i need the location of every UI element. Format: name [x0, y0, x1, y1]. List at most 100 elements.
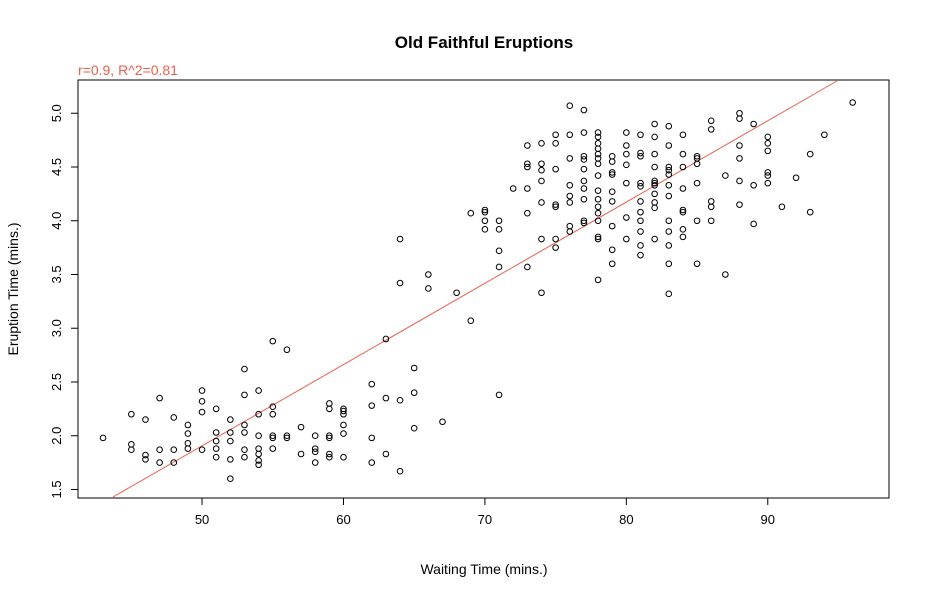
- data-point: [538, 160, 545, 168]
- data-point: [255, 461, 262, 469]
- data-point: [241, 429, 248, 436]
- data-point: [396, 235, 404, 243]
- data-point: [255, 445, 262, 452]
- data-point: [396, 279, 404, 287]
- data-point: [608, 171, 616, 178]
- data-point: [425, 285, 432, 292]
- data-point: [552, 244, 559, 251]
- data-point: [227, 429, 234, 436]
- data-point: [524, 163, 531, 171]
- data-point: [693, 155, 701, 162]
- data-point: [552, 203, 559, 211]
- data-point: [637, 251, 644, 259]
- data-point: [594, 129, 602, 136]
- data-point: [269, 432, 277, 440]
- data-point: [722, 172, 729, 179]
- data-point: [665, 166, 673, 174]
- data-point: [212, 429, 220, 436]
- data-point: [679, 163, 687, 171]
- data-point: [552, 201, 559, 208]
- correlation-annotation: r=0.9, R^2=0.81: [78, 62, 178, 78]
- data-point: [128, 446, 135, 454]
- data-point: [481, 217, 489, 225]
- data-point: [651, 163, 658, 171]
- data-point: [241, 446, 248, 454]
- x-axis: 50 60 70 80 90: [195, 497, 775, 527]
- plot-frame: [77, 79, 890, 499]
- data-point: [679, 185, 687, 192]
- data-point: [509, 185, 517, 192]
- data-point: [651, 177, 658, 185]
- data-point: [665, 242, 673, 249]
- data-point: [241, 421, 248, 429]
- data-point: [467, 317, 475, 325]
- data-point: [594, 203, 602, 211]
- data-point: [707, 203, 715, 211]
- data-point: [128, 441, 135, 448]
- data-point: [524, 263, 531, 271]
- x-tick-label: 70: [478, 512, 492, 527]
- data-point: [693, 217, 701, 225]
- data-point: [326, 400, 333, 407]
- data-point: [594, 145, 602, 153]
- y-tick-label: 1.5: [49, 480, 64, 498]
- x-tick-label: 60: [336, 512, 350, 527]
- data-point: [241, 365, 248, 373]
- data-point: [495, 217, 503, 225]
- data-point: [495, 226, 503, 233]
- data-point: [481, 206, 489, 214]
- data-point: [679, 150, 687, 158]
- data-point: [608, 169, 616, 176]
- data-point: [524, 160, 531, 168]
- data-point: [198, 408, 206, 416]
- data-point: [269, 434, 277, 442]
- data-point: [637, 242, 644, 249]
- data-point: [806, 208, 814, 216]
- y-tick-label: 4.0: [49, 212, 64, 230]
- data-point: [212, 453, 220, 461]
- data-point: [566, 222, 574, 230]
- data-point: [665, 171, 673, 178]
- data-point: [538, 177, 545, 185]
- data-point: [623, 179, 630, 187]
- data-point: [396, 467, 404, 475]
- data-point: [679, 233, 687, 241]
- y-axis: 1.5 2.0 2.5 3.0 3.5 4.0 4.5 5.0: [49, 104, 79, 499]
- fit-line-layer: [112, 80, 838, 498]
- data-point: [608, 158, 616, 165]
- data-point: [580, 185, 588, 192]
- data-point: [594, 172, 602, 179]
- data-point: [778, 203, 786, 211]
- data-point: [736, 109, 743, 117]
- data-point: [212, 405, 220, 413]
- data-point: [99, 434, 107, 442]
- data-point: [495, 247, 503, 255]
- data-point: [241, 391, 248, 399]
- data-point: [524, 209, 531, 217]
- data-point: [340, 405, 347, 413]
- data-point: [679, 131, 687, 139]
- data-point: [326, 405, 333, 413]
- data-point: [623, 150, 630, 158]
- y-tick-label: 3.0: [49, 319, 64, 337]
- data-point: [566, 131, 574, 139]
- data-point: [269, 337, 277, 345]
- data-point: [651, 199, 658, 206]
- data-point: [580, 129, 588, 136]
- data-point: [453, 289, 460, 297]
- data-point: [156, 446, 163, 454]
- data-point: [594, 155, 602, 162]
- data-point: [368, 380, 376, 388]
- data-point: [368, 434, 376, 442]
- data-point: [170, 414, 178, 421]
- data-point: [594, 140, 602, 147]
- data-point: [637, 208, 644, 216]
- data-point: [566, 228, 574, 235]
- x-tick-label: 80: [619, 512, 633, 527]
- data-point: [566, 181, 574, 189]
- data-point: [326, 450, 333, 458]
- data-point: [608, 188, 616, 196]
- data-point: [608, 222, 616, 230]
- data-point: [580, 177, 588, 185]
- data-point: [707, 117, 715, 125]
